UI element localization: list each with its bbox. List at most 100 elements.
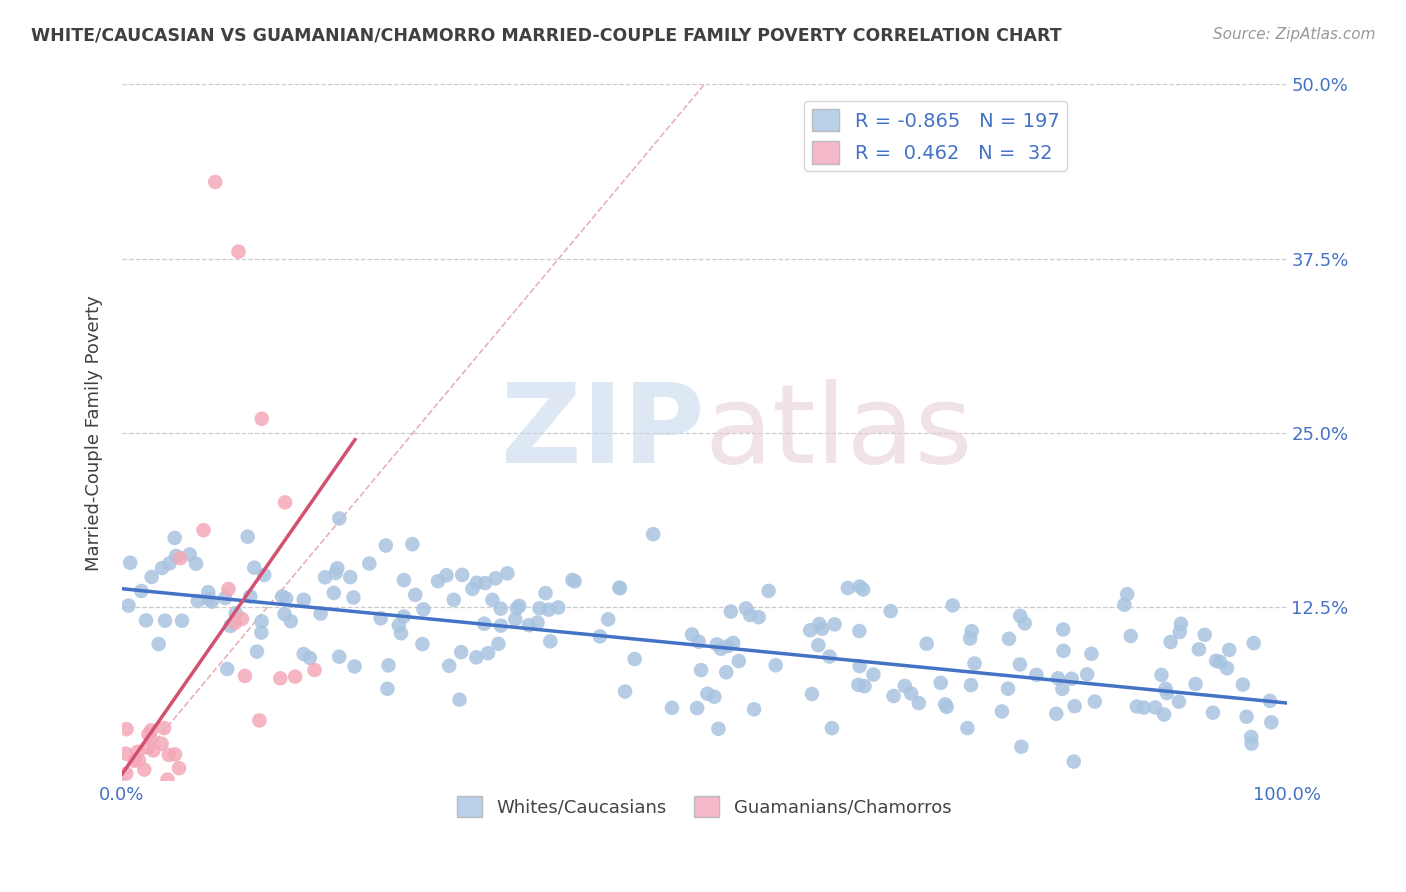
Point <box>1076 667 1098 681</box>
Point <box>1260 715 1282 730</box>
Point <box>1154 681 1177 696</box>
Point <box>717 639 740 653</box>
Point <box>1114 598 1136 612</box>
Point <box>807 638 830 652</box>
Point <box>707 722 730 736</box>
Point <box>437 658 460 673</box>
Point <box>883 689 905 703</box>
Point <box>165 549 187 563</box>
Point <box>800 687 823 701</box>
Point <box>506 601 529 615</box>
Point <box>392 573 415 587</box>
Point <box>197 585 219 599</box>
Point <box>1025 667 1047 681</box>
Point <box>1258 694 1281 708</box>
Point <box>343 659 366 673</box>
Point <box>935 699 957 714</box>
Point <box>427 574 450 589</box>
Point <box>960 624 983 639</box>
Point <box>1236 709 1258 723</box>
Point <box>561 573 583 587</box>
Point <box>339 570 361 584</box>
Point <box>1218 643 1240 657</box>
Point <box>342 591 364 605</box>
Point <box>284 670 307 684</box>
Point <box>401 537 423 551</box>
Point <box>742 702 765 716</box>
Point <box>276 591 298 606</box>
Point <box>1156 686 1178 700</box>
Point <box>609 581 631 595</box>
Point <box>598 612 620 626</box>
Point <box>120 556 142 570</box>
Point <box>818 649 841 664</box>
Point <box>304 663 326 677</box>
Point <box>1240 730 1263 744</box>
Point <box>274 495 297 509</box>
Point <box>246 644 269 658</box>
Point <box>436 568 458 582</box>
Point <box>392 609 415 624</box>
Point <box>292 592 315 607</box>
Point <box>465 650 488 665</box>
Point <box>1205 654 1227 668</box>
Point <box>1153 707 1175 722</box>
Point <box>1014 616 1036 631</box>
Point <box>115 766 138 780</box>
Point <box>228 244 250 259</box>
Point <box>496 566 519 581</box>
Point <box>696 687 718 701</box>
Point <box>377 658 399 673</box>
Point <box>179 548 201 562</box>
Point <box>225 606 247 620</box>
Point <box>894 679 917 693</box>
Point <box>328 511 350 525</box>
Point <box>370 611 392 625</box>
Point <box>309 607 332 621</box>
Point <box>443 592 465 607</box>
Point <box>564 574 586 589</box>
Y-axis label: Married-Couple Family Poverty: Married-Couple Family Poverty <box>86 295 103 571</box>
Point <box>526 615 548 630</box>
Point <box>204 175 226 189</box>
Point <box>960 678 983 692</box>
Point <box>250 411 273 425</box>
Text: ZIP: ZIP <box>501 379 704 486</box>
Point <box>404 588 426 602</box>
Point <box>138 727 160 741</box>
Point <box>959 632 981 646</box>
Point <box>991 705 1014 719</box>
Point <box>359 557 381 571</box>
Point <box>848 678 870 692</box>
Point <box>862 667 884 681</box>
Point <box>721 636 744 650</box>
Point <box>848 659 870 673</box>
Point <box>821 721 844 735</box>
Point <box>758 583 780 598</box>
Point <box>115 722 138 736</box>
Point <box>328 649 350 664</box>
Point <box>1116 587 1139 601</box>
Point <box>643 527 665 541</box>
Point <box>233 669 256 683</box>
Point <box>735 601 758 615</box>
Point <box>517 618 540 632</box>
Point <box>157 747 180 762</box>
Point <box>1084 695 1107 709</box>
Point <box>537 602 560 616</box>
Point <box>503 612 526 626</box>
Point <box>547 600 569 615</box>
Point <box>1184 677 1206 691</box>
Point <box>690 663 713 677</box>
Point <box>187 594 209 608</box>
Point <box>115 747 138 761</box>
Point <box>1243 636 1265 650</box>
Point <box>269 671 291 685</box>
Point <box>474 576 496 591</box>
Point <box>1046 671 1069 685</box>
Point <box>142 743 165 757</box>
Point <box>449 692 471 706</box>
Point <box>811 622 834 636</box>
Point <box>481 592 503 607</box>
Point <box>465 575 488 590</box>
